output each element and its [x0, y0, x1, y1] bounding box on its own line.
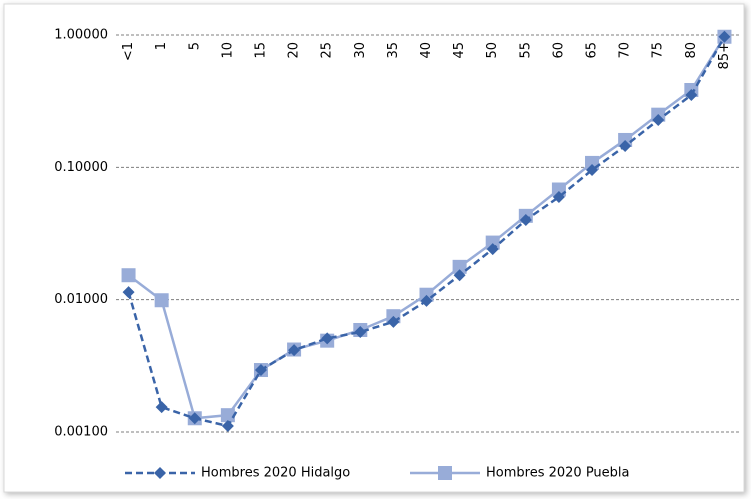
x-tick-label: 25 — [320, 42, 335, 59]
data-point — [288, 344, 301, 357]
data-point — [188, 412, 201, 425]
x-tick-label: 70 — [618, 42, 633, 59]
y-tick-label: 0.01000 — [54, 292, 108, 307]
x-tick-label: 40 — [419, 42, 434, 59]
x-tick-label: 65 — [585, 42, 600, 59]
data-point — [121, 268, 136, 283]
x-tick-label: 1 — [154, 42, 169, 50]
data-point — [552, 190, 565, 203]
data-point — [452, 259, 467, 274]
legend-label: Hombres 2020 Puebla — [486, 466, 630, 481]
x-tick-label: 20 — [287, 42, 302, 59]
data-point — [221, 420, 234, 433]
x-tick-label: 10 — [220, 42, 235, 59]
x-tick-label: 30 — [353, 42, 368, 59]
x-tick-label: 85+ — [717, 42, 732, 69]
data-point — [254, 364, 267, 377]
legend-label: Hombres 2020 Hidalgo — [201, 466, 350, 481]
data-point — [519, 213, 532, 226]
data-point — [619, 139, 632, 152]
x-tick-label: 80 — [684, 42, 699, 59]
x-tick-label: <1 — [121, 42, 136, 61]
legend-marker — [438, 466, 452, 480]
x-tick-label: 55 — [518, 42, 533, 59]
chart-frame — [3, 3, 745, 493]
data-point — [685, 89, 698, 102]
x-tick-label: 15 — [253, 42, 268, 59]
y-tick-label: 0.00100 — [54, 425, 108, 440]
data-point — [453, 269, 466, 282]
data-point — [155, 401, 168, 414]
legend-marker — [154, 467, 166, 479]
x-tick-label: 35 — [386, 42, 401, 59]
data-point — [321, 332, 334, 345]
data-point — [354, 325, 367, 338]
x-tick-label: 60 — [551, 42, 566, 59]
data-point — [419, 287, 434, 302]
data-point — [618, 132, 633, 147]
data-point — [154, 293, 169, 308]
x-tick-label: 50 — [485, 42, 500, 59]
data-point — [122, 286, 135, 299]
data-point — [220, 408, 235, 423]
data-point — [652, 113, 665, 126]
y-tick-label: 0.10000 — [54, 160, 108, 175]
x-tick-label: 5 — [187, 42, 202, 50]
data-point — [387, 315, 400, 328]
y-tick-label: 1.00000 — [54, 28, 108, 43]
x-tick-label: 45 — [452, 42, 467, 59]
data-point — [718, 30, 731, 43]
x-tick-label: 75 — [651, 42, 666, 59]
data-point — [586, 163, 599, 176]
data-point — [486, 243, 499, 256]
data-point — [420, 294, 433, 307]
